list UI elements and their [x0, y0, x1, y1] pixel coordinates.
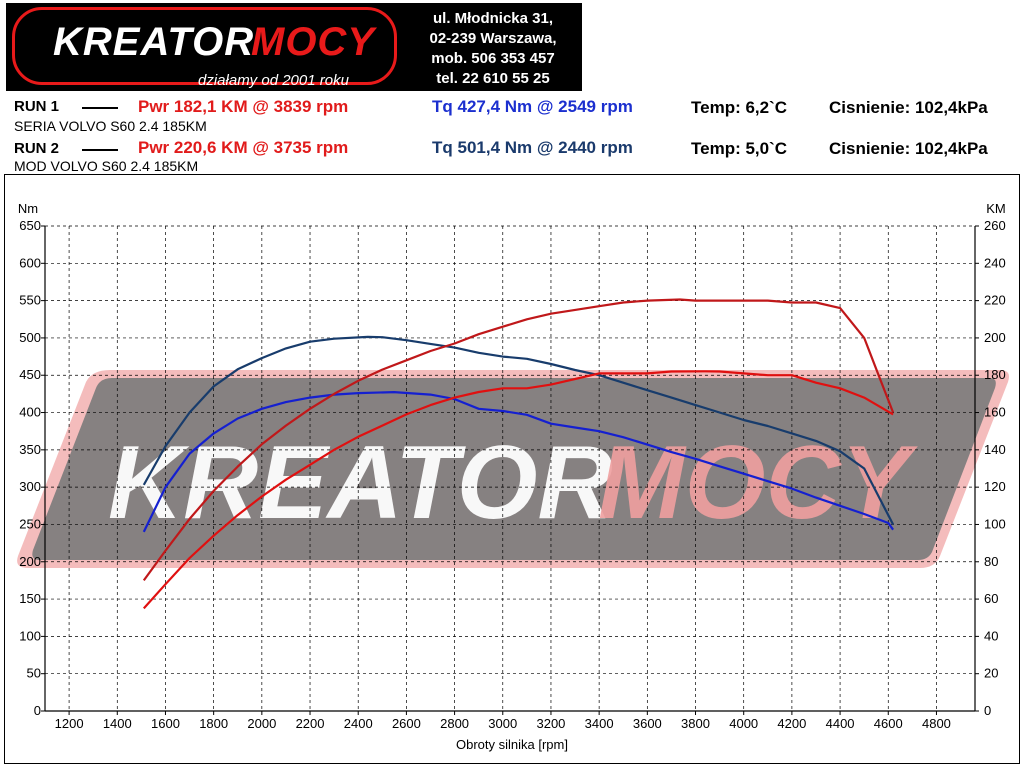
run1-description: SERIA VOLVO S60 2.4 185KM: [14, 118, 207, 134]
x-tick-label: 1800: [199, 716, 228, 731]
y-left-tick-label: 300: [19, 479, 41, 494]
watermark-logo-white: KREATOR: [108, 425, 613, 541]
y-right-tick-label: 240: [984, 255, 1006, 270]
phone-tel: tel. 22 610 55 25: [436, 70, 550, 87]
y-left-tick-label: 550: [19, 293, 41, 308]
x-tick-label: 1400: [103, 716, 132, 731]
watermark: KREATOR MOCY: [17, 370, 1010, 568]
x-tick-label: 3000: [488, 716, 517, 731]
y-right-tick-label: 100: [984, 516, 1006, 531]
y-axis-right-label: KM: [986, 201, 1006, 216]
x-tick-label: 2600: [392, 716, 421, 731]
y-left-tick-label: 50: [27, 666, 41, 681]
logo-text-white: KREATOR: [53, 20, 255, 64]
y-left-tick-label: 650: [19, 218, 41, 233]
x-tick-label: 4200: [777, 716, 806, 731]
x-tick-label: 3800: [681, 716, 710, 731]
y-right-tick-label: 60: [984, 591, 998, 606]
x-tick-label: 1600: [151, 716, 180, 731]
x-tick-label: 4800: [922, 716, 951, 731]
y-right-tick-label: 120: [984, 479, 1006, 494]
logo: KREATOR MOCY działamy od 2001 roku: [12, 7, 397, 89]
series-line-run2-torque: [142, 335, 895, 526]
run1-label: RUN 1: [14, 98, 60, 115]
y-right-tick-label: 20: [984, 666, 998, 681]
address-line-2: 02-239 Warszawa,: [429, 30, 557, 47]
logo-panel: KREATOR MOCY działamy od 2001 roku ul. M…: [6, 3, 582, 91]
y-left-tick-label: 150: [19, 591, 41, 606]
y-left-tick-label: 500: [19, 330, 41, 345]
run1-pressure: Cisnienie: 102,4kPa: [829, 98, 988, 117]
y-right-tick-label: 220: [984, 293, 1006, 308]
x-tick-label: 2000: [247, 716, 276, 731]
y-right-tick-label: 0: [984, 703, 991, 718]
run2-description: MOD VOLVO S60 2.4 185KM: [14, 158, 199, 174]
logo-slogan: działamy od 2001 roku: [198, 72, 349, 89]
series-line-run1-torque: [142, 391, 894, 533]
y-left-tick-label: 250: [19, 516, 41, 531]
series-line-run1-power: [142, 370, 894, 610]
run2-line-indicator: [82, 149, 118, 151]
y-right-tick-label: 40: [984, 628, 998, 643]
y-left-tick-label: 200: [19, 554, 41, 569]
run2-pressure: Cisnienie: 102,4kPa: [829, 139, 988, 158]
run1-power: Pwr 182,1 KM @ 3839 rpm: [138, 97, 349, 116]
y-left-tick-label: 350: [19, 442, 41, 457]
x-tick-label: 4000: [729, 716, 758, 731]
x-tick-label: 2400: [344, 716, 373, 731]
run2-torque: Tq 501,4 Nm @ 2440 rpm: [432, 138, 633, 157]
x-tick-label: 1200: [55, 716, 84, 731]
run1-temp: Temp: 6,2`C: [691, 98, 788, 117]
y-right-tick-label: 260: [984, 218, 1006, 233]
x-tick-label: 3400: [585, 716, 614, 731]
phone-mobile: mob. 506 353 457: [431, 50, 555, 67]
run2-temp: Temp: 5,0`C: [691, 139, 788, 158]
watermark-logo-red: MOCY: [598, 425, 919, 541]
chart-frame: [4, 174, 1020, 764]
run1-torque: Tq 427,4 Nm @ 2549 rpm: [432, 97, 633, 116]
series-line-run2-power: [142, 298, 895, 582]
x-tick-label: 2200: [296, 716, 325, 731]
y-right-tick-label: 140: [984, 442, 1006, 457]
y-right-tick-label: 160: [984, 405, 1006, 420]
y-right-tick-label: 180: [984, 367, 1006, 382]
chart-grid: [45, 225, 975, 711]
chart-axes: 1200 1400 1600 1800 2000 2200 2400 2600 2800 3000…: [19, 218, 1005, 731]
run2-power: Pwr 220,6 KM @ 3735 rpm: [138, 138, 349, 157]
header: KREATOR MOCY działamy od 2001 roku ul. M…: [0, 0, 1024, 92]
x-axis-label: Obroty silnika [rpm]: [456, 737, 568, 752]
x-tick-label: 4400: [826, 716, 855, 731]
x-tick-label: 4600: [874, 716, 903, 731]
y-left-tick-label: 400: [19, 405, 41, 420]
y-right-tick-label: 80: [984, 554, 998, 569]
x-tick-label: 2800: [440, 716, 469, 731]
logo-text-red: MOCY: [251, 20, 375, 64]
y-left-tick-label: 600: [19, 255, 41, 270]
y-axis-left-label: Nm: [18, 201, 38, 216]
y-left-tick-label: 450: [19, 367, 41, 382]
y-right-tick-label: 200: [984, 330, 1006, 345]
x-tick-label: 3200: [536, 716, 565, 731]
address-line-1: ul. Młodnicka 31,: [432, 10, 554, 27]
y-left-tick-label: 100: [19, 628, 41, 643]
y-left-tick-label: 0: [34, 703, 41, 718]
x-tick-label: 3600: [633, 716, 662, 731]
chart-series: [142, 298, 895, 610]
contact-info: ul. Młodnicka 31, 02-239 Warszawa, mob. …: [404, 9, 582, 89]
run2-label: RUN 2: [14, 140, 60, 157]
run1-line-indicator: [82, 107, 118, 109]
